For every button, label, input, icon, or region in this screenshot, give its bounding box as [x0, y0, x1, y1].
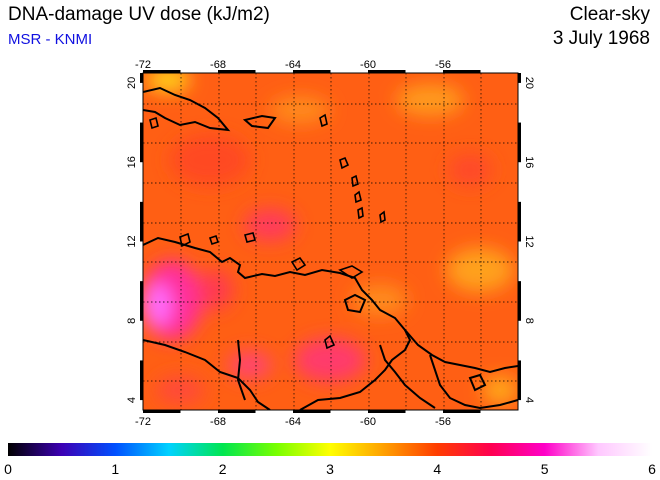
colorbar-tick-label: 0	[4, 461, 12, 477]
lat-tick-label: 4	[523, 397, 535, 403]
colorbar-tick-label: 1	[111, 461, 119, 477]
frame-bar-segment	[143, 410, 181, 413]
frame-bar-segment	[443, 410, 481, 413]
frame-bar-segment	[293, 410, 331, 413]
map-field	[143, 73, 518, 410]
lat-tick-label: 20	[126, 77, 138, 89]
frame-bar-segment	[443, 70, 481, 73]
map-date: 3 July 1968	[552, 28, 650, 49]
lat-tick-label: 12	[523, 235, 535, 247]
coastlines	[143, 86, 518, 410]
lat-tick-label: 8	[523, 318, 535, 324]
frame-bar-segment	[140, 122, 143, 163]
sky-condition: Clear-sky	[569, 4, 650, 25]
lon-tick-label: -68	[210, 59, 226, 71]
lat-tick-label: 16	[523, 156, 535, 168]
longitude-labels-bottom: -72 -68 -64 -60 -56	[135, 416, 451, 428]
frame-bar-segment	[293, 70, 331, 73]
map-source: MSR - KNMI	[8, 31, 93, 48]
lon-tick-label: -68	[210, 416, 226, 428]
frame-bar-segment	[143, 70, 181, 73]
graticule	[143, 73, 518, 410]
colorbar-tick-label: 5	[541, 461, 549, 477]
frame-bar-segment	[518, 73, 521, 83]
frame-bar-segment	[518, 122, 521, 163]
frame-bar-segment	[518, 281, 521, 321]
frame-bar-segment	[218, 70, 256, 73]
lat-tick-label: 16	[126, 156, 138, 168]
lon-tick-label: -64	[285, 59, 301, 71]
colorbar-ticks: 0 1 2 3 4 5 6	[4, 461, 656, 477]
lon-tick-label: -64	[285, 416, 301, 428]
latitude-labels-left: 4 8 12 16 20	[126, 77, 138, 403]
lat-tick-label: 20	[523, 77, 535, 89]
frame-bar-segment	[368, 410, 406, 413]
map-title: DNA-damage UV dose (kJ/m2)	[8, 4, 270, 25]
frame-bar-segment	[218, 410, 256, 413]
frame-bar-segment	[368, 70, 406, 73]
lon-tick-label: -56	[435, 416, 451, 428]
frame-bar-segment	[518, 360, 521, 401]
lon-tick-label: -72	[135, 59, 151, 71]
colorbar	[8, 443, 652, 456]
lat-tick-label: 12	[126, 235, 138, 247]
frame-bar-segment	[140, 360, 143, 401]
latitude-labels-right: 4 8 12 16 20	[523, 77, 535, 403]
lon-tick-label: -56	[435, 59, 451, 71]
colorbar-tick-label: 2	[219, 461, 227, 477]
lon-tick-label: -72	[135, 416, 151, 428]
islands	[149, 113, 386, 350]
frame-bar-segment	[140, 73, 143, 83]
lon-tick-label: -60	[360, 416, 376, 428]
frame-scale-bars	[140, 70, 521, 413]
dose-variations	[143, 73, 518, 404]
lat-tick-label: 8	[126, 318, 138, 324]
frame-bar-segment	[140, 201, 143, 242]
colorbar-tick-label: 6	[648, 461, 656, 477]
frame-bar-segment	[140, 281, 143, 321]
longitude-labels-top: -72 -68 -64 -60 -56	[135, 59, 451, 71]
colorbar-tick-label: 3	[326, 461, 334, 477]
colorbar-tick-label: 4	[433, 461, 441, 477]
frame-bar-segment	[518, 201, 521, 242]
lat-tick-label: 4	[126, 397, 138, 403]
lon-tick-label: -60	[360, 59, 376, 71]
